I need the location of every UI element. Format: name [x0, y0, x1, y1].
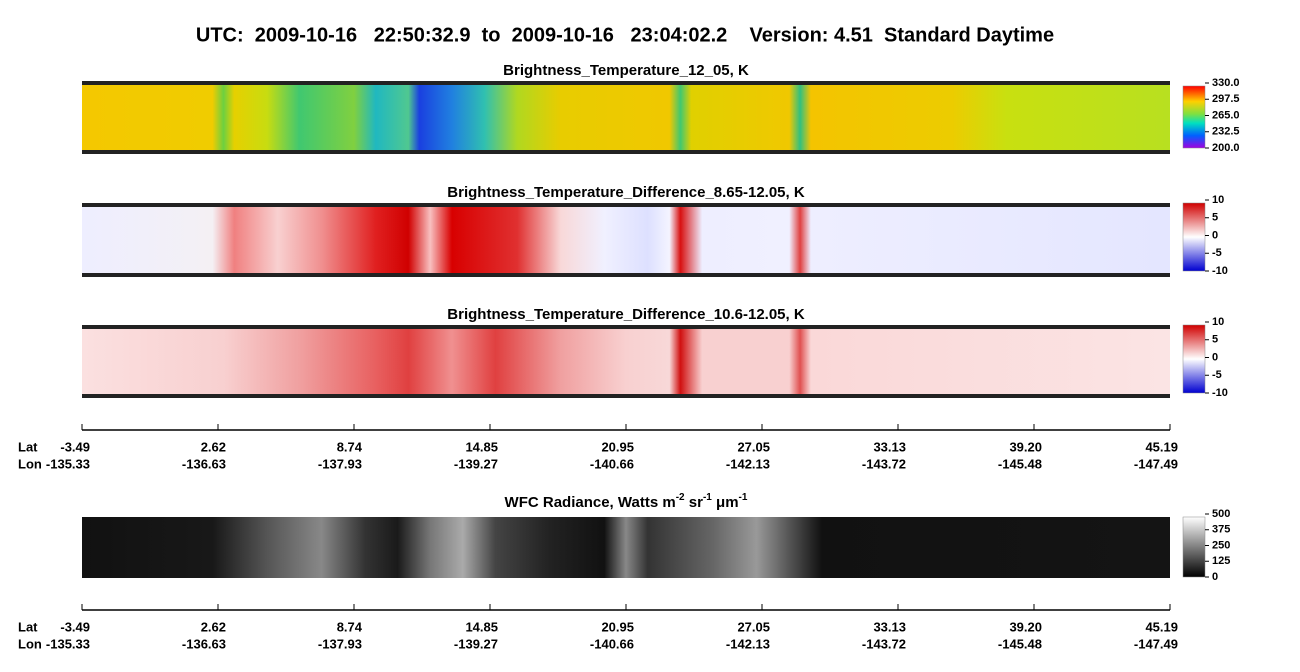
- lon-tick-label: -139.27: [454, 636, 498, 651]
- colorbar-label: -5: [1212, 369, 1222, 381]
- swath-edge: [82, 273, 1170, 277]
- lat-tick-label: 20.95: [601, 439, 634, 454]
- title-part: Brightness_Temperature_Difference_10.6-1…: [447, 306, 805, 323]
- lon-tick-label: -135.33: [46, 456, 90, 471]
- lon-tick-label: -140.66: [590, 456, 634, 471]
- lon-tick-label: -145.48: [998, 456, 1042, 471]
- colorbar-label: 330.0: [1212, 77, 1240, 89]
- lon-tick-label: -142.13: [726, 456, 770, 471]
- lat-tick-label: 27.05: [737, 619, 770, 634]
- colorbar-label: 10: [1212, 316, 1224, 328]
- colorbar-label: 297.5: [1212, 93, 1240, 105]
- lat-tick-label: 2.62: [201, 439, 226, 454]
- lon-tick-label: -145.48: [998, 636, 1042, 651]
- lon-label: Lon: [18, 636, 42, 651]
- lon-tick-label: -136.63: [182, 456, 226, 471]
- lon-tick-label: -137.93: [318, 636, 362, 651]
- panel-title: Brightness_Temperature_Difference_8.65-1…: [447, 184, 805, 201]
- colorbar-label: 5: [1212, 334, 1218, 346]
- lat-tick-label: 27.05: [737, 439, 770, 454]
- swath-edge: [82, 325, 1170, 329]
- swath-image: [82, 517, 1170, 578]
- title-part: μm: [712, 494, 739, 511]
- superscript: -1: [739, 492, 748, 503]
- lon-tick-label: -147.49: [1134, 636, 1178, 651]
- lat-tick-label: 14.85: [465, 619, 498, 634]
- lat-tick-label: 45.19: [1145, 439, 1178, 454]
- colorbar-label: -10: [1212, 265, 1228, 277]
- colorbar-label: 250: [1212, 539, 1230, 551]
- colorbar: [1182, 85, 1206, 149]
- colorbar-label: 5: [1212, 212, 1218, 224]
- lat-tick-label: 20.95: [601, 619, 634, 634]
- colorbar-label: 232.5: [1212, 126, 1240, 138]
- colorbar: [1182, 324, 1206, 394]
- colorbar: [1182, 202, 1206, 272]
- lat-tick-label: 8.74: [337, 619, 363, 634]
- colorbar: [1182, 516, 1206, 578]
- panel-title: WFC Radiance, Watts m-2 sr-1 μm-1: [505, 492, 748, 511]
- swath-edge: [82, 203, 1170, 207]
- panel-title: Brightness_Temperature_Difference_10.6-1…: [447, 306, 805, 323]
- lon-tick-label: -137.93: [318, 456, 362, 471]
- lat-label: Lat: [18, 439, 38, 454]
- lat-tick-label: 39.20: [1009, 439, 1042, 454]
- lat-label: Lat: [18, 619, 38, 634]
- colorbar-label: 200.0: [1212, 142, 1240, 154]
- superscript: -2: [676, 492, 685, 503]
- colorbar-label: 0: [1212, 351, 1218, 363]
- main-title: UTC: 2009-10-16 22:50:32.9 to 2009-10-16…: [196, 24, 1054, 46]
- swath-edge: [82, 81, 1170, 85]
- lon-tick-label: -136.63: [182, 636, 226, 651]
- lon-tick-label: -147.49: [1134, 456, 1178, 471]
- lat-tick-label: 33.13: [873, 619, 906, 634]
- lat-tick-label: 33.13: [873, 439, 906, 454]
- colorbar-label: -10: [1212, 387, 1228, 399]
- colorbar-label: 0: [1212, 229, 1218, 241]
- colorbar-label: 10: [1212, 194, 1224, 206]
- swath-image: [82, 83, 1170, 152]
- swath-image: [82, 205, 1170, 275]
- title-part: WFC Radiance, Watts m: [505, 494, 676, 511]
- title-part: Brightness_Temperature_12_05, K: [503, 62, 749, 79]
- lon-tick-label: -135.33: [46, 636, 90, 651]
- lon-tick-label: -143.72: [862, 636, 906, 651]
- lon-tick-label: -142.13: [726, 636, 770, 651]
- lon-tick-label: -139.27: [454, 456, 498, 471]
- lat-tick-label: -3.49: [60, 619, 90, 634]
- colorbar-label: -5: [1212, 247, 1222, 259]
- lon-label: Lon: [18, 456, 42, 471]
- colorbar-label: 0: [1212, 571, 1218, 583]
- swath-edge: [82, 394, 1170, 398]
- swath-image: [82, 327, 1170, 396]
- colorbar-label: 500: [1212, 508, 1230, 520]
- lat-tick-label: 39.20: [1009, 619, 1042, 634]
- lon-tick-label: -140.66: [590, 636, 634, 651]
- lat-tick-label: 45.19: [1145, 619, 1178, 634]
- colorbar-label: 265.0: [1212, 109, 1240, 121]
- title-part: Brightness_Temperature_Difference_8.65-1…: [447, 184, 805, 201]
- lon-tick-label: -143.72: [862, 456, 906, 471]
- lat-tick-label: 2.62: [201, 619, 226, 634]
- colorbar-label: 375: [1212, 524, 1230, 536]
- superscript: -1: [703, 492, 712, 503]
- title-part: sr: [685, 494, 704, 511]
- lat-tick-label: -3.49: [60, 439, 90, 454]
- lat-tick-label: 14.85: [465, 439, 498, 454]
- panel-title: Brightness_Temperature_12_05, K: [503, 62, 749, 79]
- colorbar-label: 125: [1212, 555, 1230, 567]
- swath-edge: [82, 150, 1170, 154]
- lat-tick-label: 8.74: [337, 439, 363, 454]
